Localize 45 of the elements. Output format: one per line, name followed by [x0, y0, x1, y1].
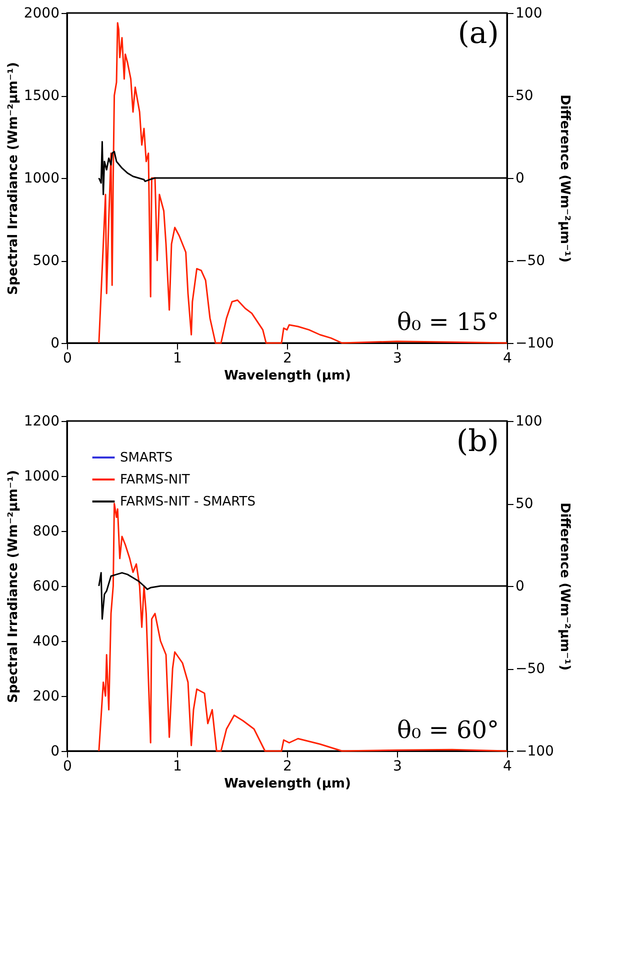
y2-axis-title: Difference (Wm⁻²μm⁻¹) — [556, 94, 572, 263]
y2-tick-label: −100 — [516, 744, 554, 760]
y-tick-label: 1000 — [24, 468, 60, 484]
legend-label: SMARTS — [120, 450, 173, 466]
y2-tick-label: 50 — [516, 88, 534, 104]
y-tick-label: 200 — [32, 688, 60, 704]
y-axis-title: Spectral Irradiance (Wm⁻²μm⁻¹) — [6, 62, 21, 295]
y-axis-title: Spectral Irradiance (Wm⁻²μm⁻¹) — [6, 470, 21, 703]
y2-tick-label: −50 — [516, 661, 546, 677]
legend-label: FARMS-NIT - SMARTS — [120, 494, 256, 510]
y2-tick-label: 0 — [516, 578, 524, 594]
x-tick-label: 2 — [283, 350, 292, 366]
y-tick-label: 600 — [32, 578, 60, 594]
y-tick-label: 0 — [50, 336, 60, 352]
y2-tick-label: 0 — [516, 170, 524, 186]
x-tick-label: 4 — [503, 350, 512, 366]
y-tick-label: 1000 — [24, 170, 60, 186]
annotation: θ₀ = 15° — [397, 308, 499, 336]
annotation: θ₀ = 60° — [397, 716, 499, 744]
y2-tick-label: −50 — [516, 253, 546, 269]
x-tick-label: 1 — [173, 758, 182, 774]
y-tick-label: 1200 — [24, 414, 60, 430]
y-tick-label: 2000 — [24, 6, 60, 22]
y-tick-label: 0 — [50, 744, 60, 760]
y-tick-label: 1500 — [24, 88, 60, 104]
x-tick-label: 3 — [393, 350, 402, 366]
x-tick-label: 4 — [503, 758, 512, 774]
x-tick-label: 0 — [63, 758, 72, 774]
annotation: (b) — [456, 424, 499, 459]
legend-label: FARMS-NIT — [120, 472, 190, 488]
x-axis-title: Wavelength (μm) — [224, 776, 351, 792]
y2-tick-label: 100 — [516, 414, 542, 430]
y-tick-label: 800 — [32, 524, 60, 540]
x-tick-label: 2 — [283, 758, 292, 774]
x-tick-label: 3 — [393, 758, 402, 774]
annotation: (a) — [458, 16, 499, 51]
x-axis-title: Wavelength (μm) — [224, 368, 351, 384]
y2-tick-label: 100 — [516, 6, 542, 22]
y-tick-label: 400 — [32, 634, 60, 650]
x-tick-label: 1 — [173, 350, 182, 366]
y-tick-label: 500 — [32, 253, 60, 269]
x-tick-label: 0 — [63, 350, 72, 366]
y2-axis-title: Difference (Wm⁻²μm⁻¹) — [556, 502, 572, 671]
y2-tick-label: 50 — [516, 496, 534, 512]
y2-tick-label: −100 — [516, 336, 554, 352]
